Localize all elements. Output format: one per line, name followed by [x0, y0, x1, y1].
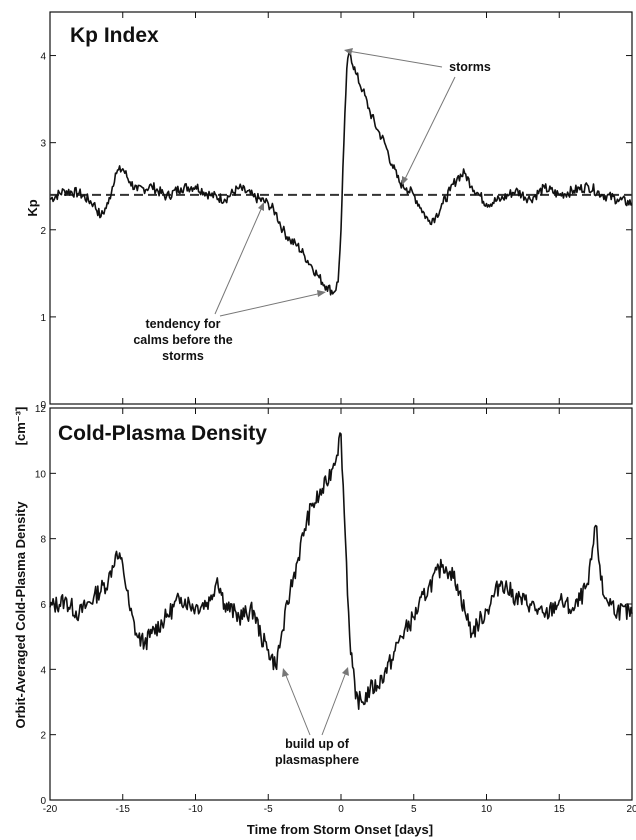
density-y-tick-label: 4 — [40, 665, 46, 676]
calms-annotation-line-1: tendency for — [145, 317, 220, 331]
density-y-axis-label: Orbit-Averaged Cold-Plasma Density — [13, 501, 28, 729]
density-axis-ticks: 0 2 4 6 8 10 12 -20 -15 -10 -5 0 5 10 15 20 — [35, 404, 636, 815]
buildup-arrow-1 — [284, 672, 311, 736]
density-series-line — [49, 432, 633, 710]
density-y-tick-label: 8 — [40, 535, 46, 546]
kp-y-tick-label: 4 — [40, 52, 46, 63]
density-x-tick-label: -20 — [43, 804, 58, 815]
storms-arrowhead-2 — [402, 176, 408, 185]
density-x-tick-label: 15 — [554, 804, 566, 815]
kp-series-line — [49, 50, 633, 296]
density-panel-title: Cold-Plasma Density — [58, 422, 267, 445]
calms-arrow-1 — [214, 206, 263, 315]
buildup-arrowhead-2 — [342, 667, 349, 676]
density-x-tick-label: 10 — [481, 804, 493, 815]
calms-arrowhead-1 — [258, 202, 264, 211]
kp-panel: 0 1 2 3 4 Kp Index Kp storms tendency for ca… — [25, 11, 633, 411]
storms-arrowhead-1 — [344, 48, 353, 55]
buildup-arrowhead-1 — [282, 668, 289, 677]
kp-y-tick-label: 2 — [40, 226, 46, 237]
density-x-tick-label: 20 — [626, 804, 636, 815]
kp-y-axis-label: Kp — [25, 199, 40, 216]
kp-y-tick-label: 0 — [40, 400, 46, 411]
kp-axis-ticks: 0 1 2 3 4 — [40, 12, 633, 411]
calms-arrow-2 — [219, 292, 323, 317]
buildup-annotation-line-2: plasmasphere — [275, 753, 359, 767]
density-x-tick-label: 5 — [411, 804, 417, 815]
calms-annotation-line-2: calms before the — [133, 333, 232, 347]
density-y-axis-units: [cm⁻³] — [13, 407, 28, 446]
calms-arrowhead-2 — [317, 290, 326, 297]
density-x-tick-label: -5 — [264, 804, 273, 815]
density-panel: 0 2 4 6 8 10 12 -20 -15 -10 -5 0 5 10 15 20 Cold-Plasma… — [13, 404, 636, 837]
buildup-arrow-2 — [321, 671, 347, 736]
density-x-tick-label: -15 — [116, 804, 131, 815]
storms-annotation: storms — [449, 60, 491, 74]
density-x-tick-label: -10 — [188, 804, 203, 815]
density-y-tick-label: 6 — [40, 600, 46, 611]
density-y-tick-label: 2 — [40, 731, 46, 742]
kp-panel-title: Kp Index — [70, 24, 159, 47]
storms-arrow-2 — [403, 76, 456, 182]
density-y-tick-label: 10 — [35, 469, 47, 480]
kp-y-tick-label: 1 — [40, 313, 46, 324]
density-y-tick-label: 12 — [35, 404, 47, 415]
buildup-annotation-line-1: build up of — [285, 737, 350, 751]
density-x-axis-label: Time from Storm Onset [days] — [247, 822, 433, 837]
storms-arrow-1 — [347, 50, 443, 68]
density-y-tick-label: 0 — [40, 796, 46, 807]
calms-annotation-line-3: storms — [162, 349, 204, 363]
density-x-tick-label: 0 — [338, 804, 344, 815]
kp-y-tick-label: 3 — [40, 139, 46, 150]
